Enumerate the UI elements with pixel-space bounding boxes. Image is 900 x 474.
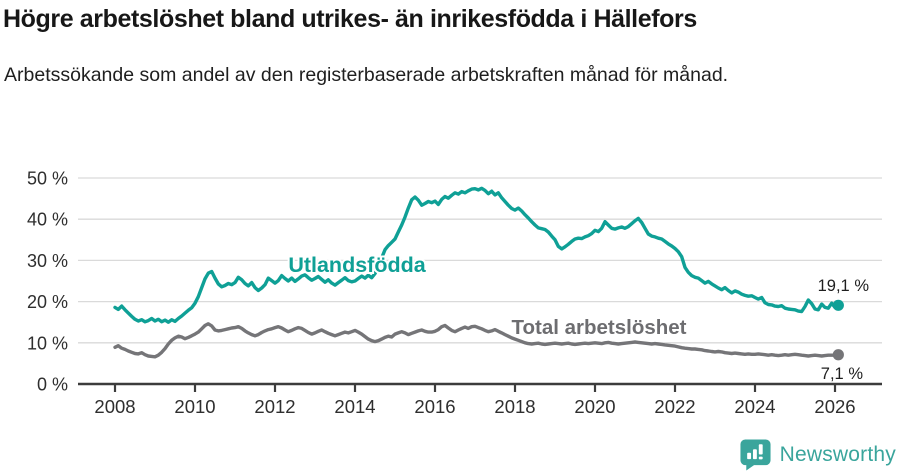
brand-name: Newsworthy [779, 442, 896, 466]
svg-text:2020: 2020 [574, 396, 615, 417]
brand-footer: Newsworthy [739, 438, 896, 471]
chart-subtitle: Arbetssökande som andel av den registerb… [4, 64, 729, 86]
series-end-label-total: 7,1 % [821, 365, 864, 383]
svg-text:2018: 2018 [494, 396, 535, 417]
svg-text:0 %: 0 % [37, 375, 68, 395]
svg-text:2026: 2026 [814, 396, 855, 417]
series-line-utlandsfodda [113, 186, 840, 324]
svg-text:2022: 2022 [654, 396, 695, 417]
svg-text:50 %: 50 % [27, 169, 68, 189]
svg-text:10 %: 10 % [27, 333, 68, 353]
series-label-total: Total arbetslöshet [511, 316, 686, 339]
svg-text:2016: 2016 [414, 396, 455, 417]
svg-text:30 %: 30 % [27, 251, 68, 271]
series-label-utlandsfodda: Utlandsfödda [288, 253, 426, 277]
series-end-dot-total [832, 349, 844, 361]
series-end-dot-utlandsfodda [832, 299, 844, 311]
x-axis: 2008 2010 2012 2014 2016 2018 2020 2022 2024 2026 [78, 382, 882, 417]
series-end-label-utlandsfodda: 19,1 % [818, 277, 870, 295]
svg-text:2012: 2012 [254, 396, 295, 417]
chart-title: Högre arbetslöshet bland utrikes- än inr… [3, 5, 697, 33]
svg-text:40 %: 40 % [27, 210, 68, 230]
gridlines [78, 177, 882, 344]
series-line-total [113, 322, 840, 359]
svg-text:2010: 2010 [174, 396, 215, 417]
y-axis-labels: 0 % 10 % 20 % 30 % 40 % 50 % [27, 169, 68, 395]
svg-text:20 %: 20 % [27, 292, 68, 312]
svg-text:2014: 2014 [334, 396, 375, 417]
svg-text:2024: 2024 [734, 396, 775, 417]
newsworthy-logo-icon [740, 439, 771, 471]
svg-text:2008: 2008 [94, 396, 135, 417]
